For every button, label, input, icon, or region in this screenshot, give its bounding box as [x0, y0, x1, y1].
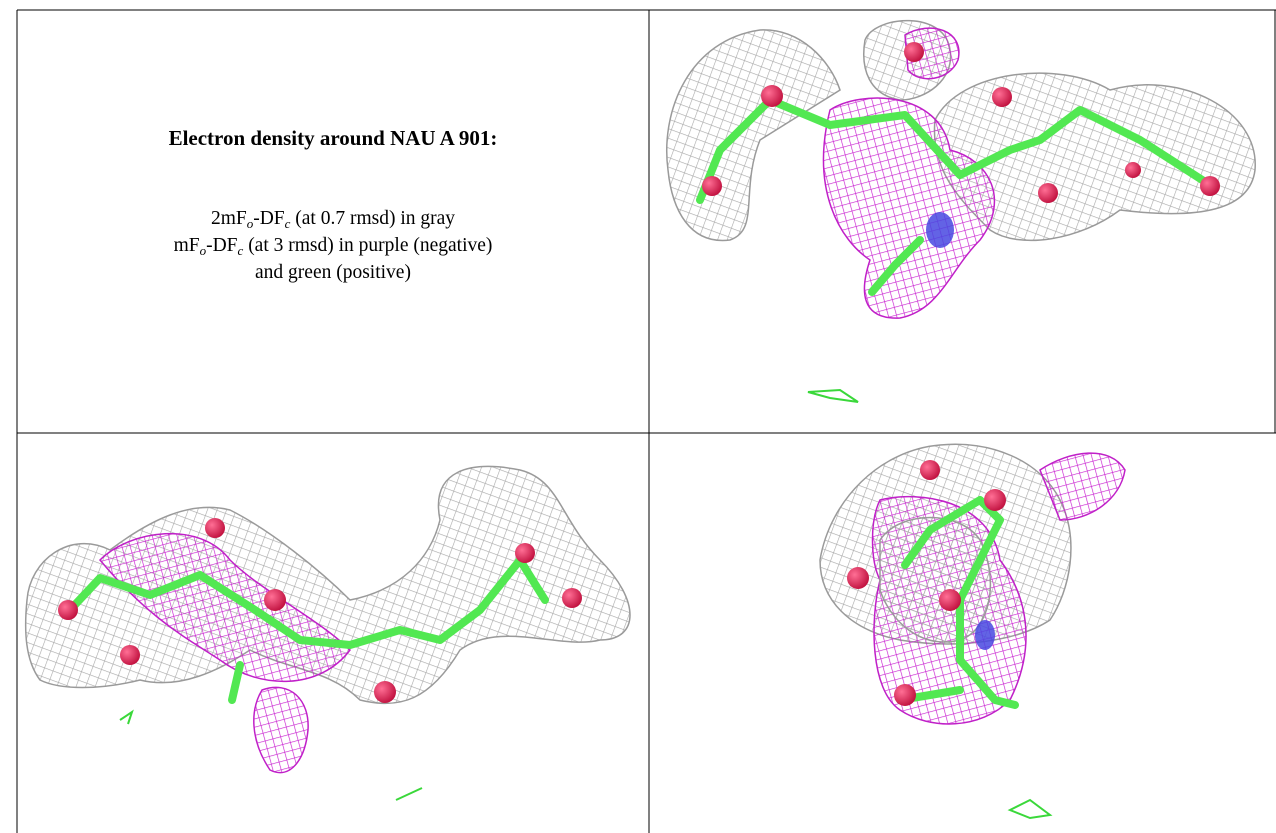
page: {"figure": { "title": "Electron density … — [0, 0, 1276, 833]
caption-text: and green (positive) — [255, 262, 411, 283]
panel-title: Electron density around NAU A 901: — [17, 126, 649, 151]
caption-text: -DF — [253, 208, 284, 229]
caption-text: -DF — [206, 235, 237, 256]
caption-line: mFo-DFc (at 3 rmsd) in purple (negative) — [17, 232, 649, 259]
figure-table — [0, 0, 1276, 833]
caption-text: (at 0.7 rmsd) in gray — [290, 208, 455, 229]
caption-line: and green (positive) — [17, 259, 649, 286]
density-image — [667, 21, 1255, 402]
density-image — [820, 444, 1125, 818]
caption-text: 2mF — [211, 208, 247, 229]
caption-line: 2mFo-DFc (at 0.7 rmsd) in gray — [17, 205, 649, 232]
caption-text: mF — [174, 235, 200, 256]
density-image — [26, 467, 630, 800]
caption-text: (at 3 rmsd) in purple (negative) — [243, 235, 492, 256]
